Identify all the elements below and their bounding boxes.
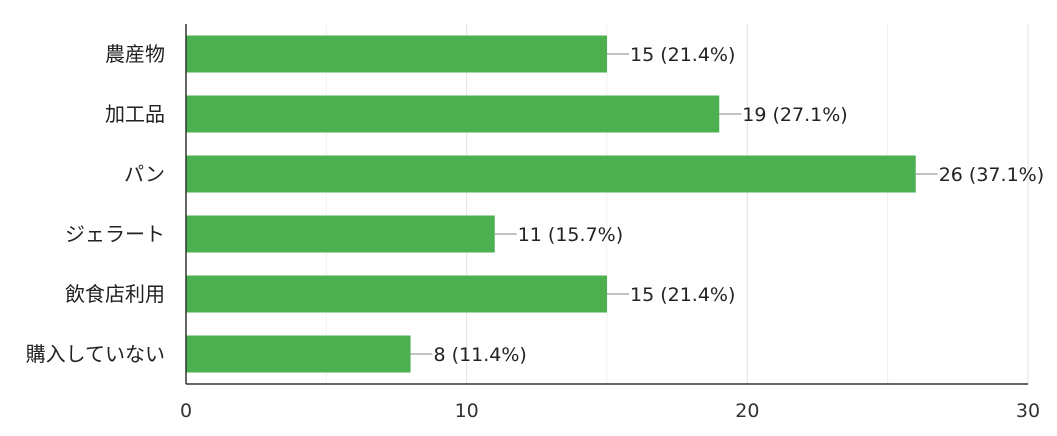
bar [186,335,411,373]
data-label: 26 (37.1%) [939,164,1044,186]
category-label: 加工品 [105,102,165,126]
x-tick-label: 20 [735,400,759,422]
bar [186,215,495,253]
category-label: ジェラート [65,222,165,246]
data-label: 19 (27.1%) [742,104,847,126]
bar [186,275,607,313]
bar [186,155,916,193]
bar [186,95,720,133]
x-tick-label: 0 [180,400,192,422]
bar [186,35,607,73]
category-label: 飲食店利用 [65,282,165,306]
grid-lines [325,24,1029,384]
bars [186,35,916,373]
category-label: 購入していない [26,342,165,366]
x-tick-label: 30 [1016,400,1040,422]
labels: 15 (21.4%) 農産物 19 (27.1%) 加工品 26 (37.1%) パン 11… [26,42,1045,366]
x-tick-label: 10 [455,400,479,422]
data-label: 11 (15.7%) [518,224,623,246]
data-label: 15 (21.4%) [630,284,735,306]
data-label: 8 (11.4%) [434,344,527,366]
data-label: 15 (21.4%) [630,44,735,66]
category-label: 農産物 [105,42,165,66]
category-label: パン [124,162,165,186]
axes: 0 10 20 30 [180,24,1040,422]
